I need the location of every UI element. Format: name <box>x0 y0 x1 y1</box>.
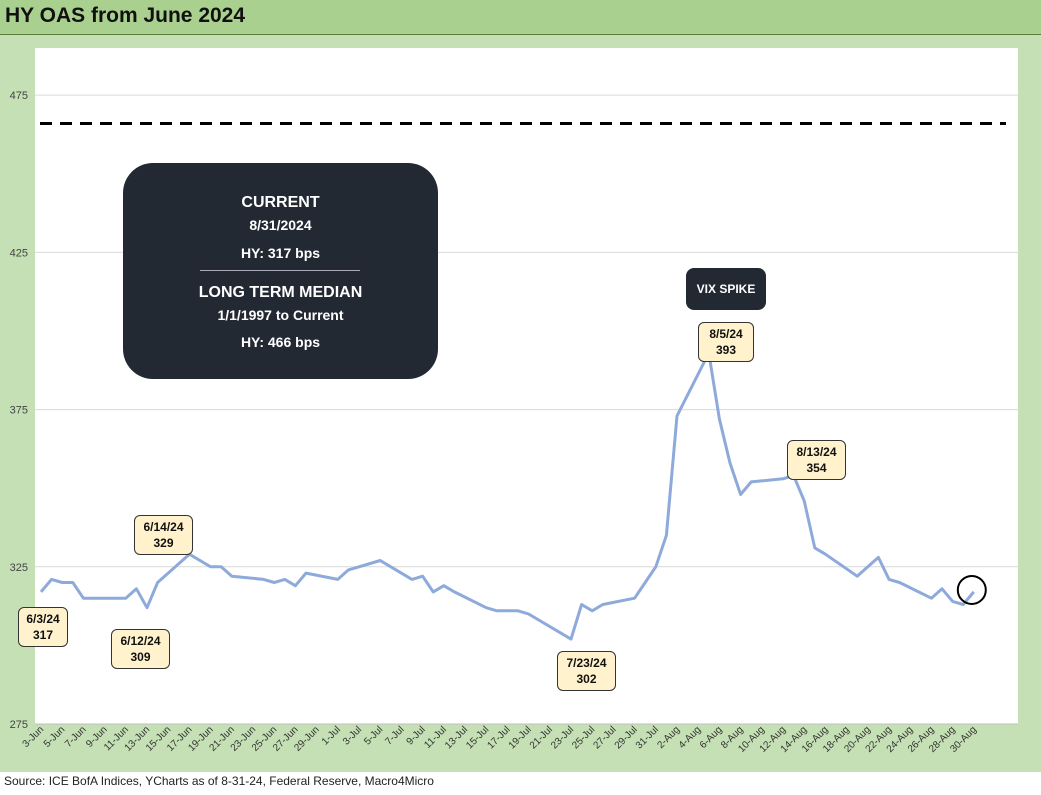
callout-date: 6/14/24 <box>143 520 184 534</box>
x-tick-label: 15-Jul <box>464 724 491 751</box>
x-tick-label: 29-Jul <box>613 724 640 751</box>
median-value: HY: 466 bps <box>240 334 321 350</box>
x-tick-label: 25-Jul <box>570 724 597 751</box>
y-tick-label: 375 <box>10 405 28 417</box>
callout-value: 317 <box>32 628 54 642</box>
chart-title: HY OAS from June 2024 <box>5 4 246 27</box>
callout-value: 329 <box>153 536 174 550</box>
x-tick-label: 5-Jun <box>42 724 67 749</box>
source-note: Source: ICE BofA Indices, YCharts as of … <box>4 774 434 788</box>
info-divider <box>200 270 360 271</box>
x-tick-label: 17-Jul <box>485 724 512 751</box>
plot-area <box>35 48 1018 724</box>
current-label: CURRENT <box>241 194 320 211</box>
x-tick-label: 31-Jul <box>634 724 661 751</box>
callout-jun14: 6/14/24 329 <box>134 515 193 555</box>
vix-spike-label: VIX SPIKE <box>686 268 766 310</box>
x-tick-label: 11-Jul <box>422 724 449 751</box>
callout-date: 6/3/24 <box>26 612 60 626</box>
x-tick-label: 1-Jul <box>320 724 343 747</box>
callout-date: 8/13/24 <box>796 445 837 459</box>
callout-value: 302 <box>576 672 597 686</box>
current-value-circle <box>956 574 987 605</box>
x-tick-label: 19-Jul <box>507 724 534 751</box>
title-bar: HY OAS from June 2024 <box>0 0 1041 35</box>
callout-value: 393 <box>715 343 737 357</box>
x-tick-label: 21-Jul <box>528 724 555 751</box>
median-label: LONG TERM MEDIAN <box>198 284 363 301</box>
info-box: CURRENT 8/31/2024 HY: 317 bps LONG TERM … <box>123 163 438 379</box>
callout-value: 309 <box>130 650 151 664</box>
callout-aug13: 8/13/24 354 <box>787 440 846 480</box>
callout-jun12: 6/12/24 309 <box>111 629 170 669</box>
callout-date: 6/12/24 <box>120 634 161 648</box>
callout-value: 354 <box>806 461 827 475</box>
callout-aug5: 8/5/24 393 <box>698 322 754 362</box>
x-tick-label: 7-Jul <box>383 724 406 747</box>
y-tick-label: 425 <box>10 247 28 259</box>
current-value: HY: 317 bps <box>240 245 321 261</box>
y-tick-label: 475 <box>10 90 28 102</box>
callout-jul23: 7/23/24 302 <box>557 651 616 691</box>
callout-jun3: 6/3/24 317 <box>18 607 68 647</box>
x-tick-label: 23-Jul <box>549 724 576 751</box>
x-tick-label: 7-Jun <box>63 724 88 749</box>
x-tick-label: 5-Jul <box>362 724 385 747</box>
y-tick-label: 275 <box>10 719 28 731</box>
x-tick-label: 4-Aug <box>677 724 704 751</box>
x-tick-label: 3-Jul <box>341 724 364 747</box>
hy-oas-series-line <box>39 351 975 641</box>
x-tick-label: 2-Aug <box>655 724 682 751</box>
callout-date: 7/23/24 <box>566 656 607 670</box>
x-tick-label: 6-Aug <box>698 724 725 751</box>
callout-date: 8/5/24 <box>709 327 743 341</box>
median-range: 1/1/1997 to Current <box>217 307 344 323</box>
x-tick-label: 13-Jul <box>443 724 470 751</box>
y-tick-label: 325 <box>10 562 28 574</box>
x-tick-label: 27-Jul <box>591 724 618 751</box>
current-date: 8/31/2024 <box>249 217 312 233</box>
